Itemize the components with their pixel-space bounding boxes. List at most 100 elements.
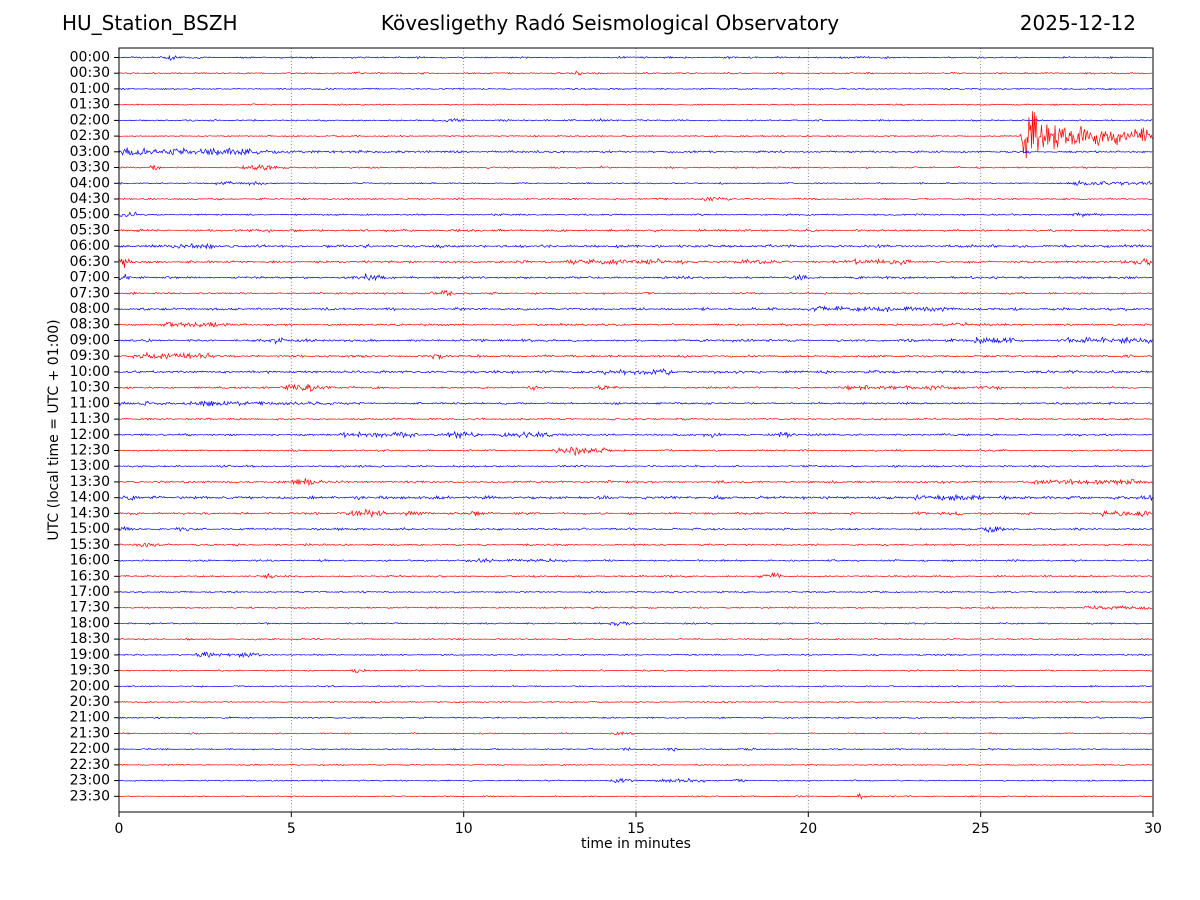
y-tick-label: 11:00 [70,395,110,411]
y-tick-label: 07:00 [70,270,110,286]
trace-05:00 [118,211,1153,218]
trace-02:00 [118,117,1153,123]
trace-21:30 [118,731,1153,736]
trace-18:30 [118,637,1153,641]
y-tick-label: 09:00 [70,333,110,349]
y-tick-label: 19:00 [70,647,110,663]
trace-20:30 [118,700,1153,704]
y-tick-label: 18:00 [70,615,110,631]
y-tick-label: 20:00 [70,678,110,694]
y-tick-label: 14:00 [70,490,110,506]
trace-09:30 [118,351,1153,361]
x-tick-label: 30 [1144,821,1162,837]
trace-19:00 [118,651,1153,658]
y-tick-label: 17:30 [70,600,110,616]
trace-06:00 [118,242,1153,250]
observatory-title: Kövesligethy Radó Seismological Observat… [380,11,840,35]
y-tick-label: 15:30 [70,537,110,553]
y-tick-label: 18:30 [70,631,110,647]
trace-09:00 [118,336,1153,345]
x-tick-label: 25 [972,821,990,837]
trace-13:30 [118,478,1153,487]
y-tick-label: 10:30 [70,380,110,396]
trace-21:00 [118,716,1153,720]
trace-11:00 [118,400,1153,407]
y-tick-label: 09:30 [70,348,110,364]
y-tick-label: 16:00 [70,553,110,569]
y-tick-label: 06:00 [70,238,110,254]
trace-20:00 [118,684,1153,688]
trace-08:30 [118,321,1153,328]
trace-11:30 [118,417,1153,421]
y-tick-label: 17:00 [70,584,110,600]
trace-10:30 [118,383,1153,393]
y-axis-label: UTC (local time = UTC + 01:00) [46,319,62,541]
trace-16:30 [118,571,1153,580]
trace-00:30 [118,70,1153,76]
trace-17:30 [118,604,1153,611]
trace-08:00 [118,305,1153,313]
y-tick-label: 01:00 [70,81,110,97]
y-tick-label: 13:30 [70,474,110,490]
y-tick-label: 05:30 [70,222,110,238]
y-tick-label: 23:00 [70,773,110,789]
x-axis-label: time in minutes [581,836,691,852]
trace-15:30 [118,542,1153,548]
y-tick-label: 06:30 [70,254,110,270]
y-tick-label: 21:00 [70,710,110,726]
trace-02:30 [118,111,1153,159]
trace-04:00 [118,180,1153,187]
x-tick-label: 0 [115,821,124,837]
trace-13:00 [118,464,1153,468]
trace-23:00 [118,777,1153,784]
trace-23:30 [118,792,1153,800]
trace-06:30 [118,257,1153,269]
y-tick-label: 02:30 [70,128,110,144]
date-title: 2025-12-12 [1019,11,1136,35]
x-tick-label: 5 [287,821,296,837]
trace-00:00 [118,54,1153,61]
y-tick-label: 20:30 [70,694,110,710]
station-title: HU_Station_BSZH [62,11,238,35]
y-tick-label: 10:00 [70,364,110,380]
y-tick-label: 08:30 [70,317,110,333]
y-tick-label: 16:30 [70,568,110,584]
y-tick-label: 12:00 [70,427,110,443]
trace-12:00 [118,430,1153,440]
y-tick-label: 12:30 [70,443,110,459]
trace-05:30 [118,228,1153,234]
y-tick-label: 23:30 [70,788,110,804]
trace-15:00 [118,525,1153,534]
trace-03:30 [118,163,1153,171]
trace-07:30 [118,289,1153,297]
y-tick-label: 14:30 [70,505,110,521]
y-tick-label: 19:30 [70,663,110,679]
y-tick-label: 07:30 [70,285,110,301]
trace-04:30 [118,196,1153,202]
y-tick-label: 04:00 [70,175,110,191]
trace-14:00 [118,493,1153,502]
trace-01:30 [118,103,1153,107]
y-tick-label: 21:30 [70,726,110,742]
trace-07:00 [118,273,1153,282]
y-tick-label: 03:30 [70,160,110,176]
x-tick-label: 15 [627,821,645,837]
trace-19:30 [118,668,1153,673]
y-tick-label: 05:00 [70,207,110,223]
y-tick-label: 02:00 [70,112,110,128]
y-tick-label: 11:30 [70,411,110,427]
y-tick-label: 22:30 [70,757,110,773]
trace-18:00 [118,621,1153,627]
x-tick-label: 20 [799,821,817,837]
plot-frame [118,47,1154,813]
trace-03:00 [118,147,1153,157]
y-tick-label: 04:30 [70,191,110,207]
trace-10:00 [118,367,1153,376]
y-tick-label: 03:00 [70,144,110,160]
x-tick-label: 10 [455,821,473,837]
trace-12:30 [118,446,1153,457]
trace-16:00 [118,557,1153,563]
y-tick-label: 08:00 [70,301,110,317]
